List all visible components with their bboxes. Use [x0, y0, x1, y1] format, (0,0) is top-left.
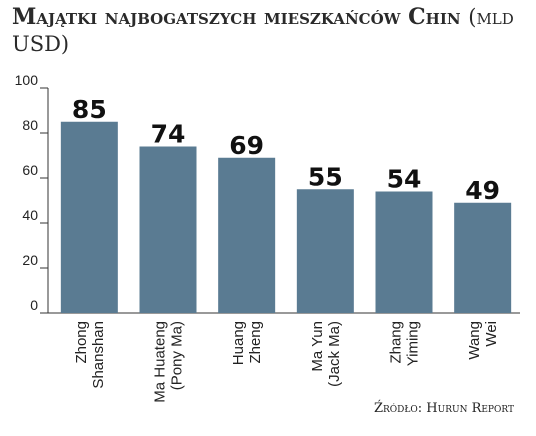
value-label: 49	[465, 176, 500, 205]
category-label: Wang Wei	[466, 321, 500, 360]
category-label-line: Ma Huateng	[152, 321, 169, 403]
category-label: Huang Zheng	[230, 321, 264, 365]
category-label-line: Wei	[483, 321, 500, 347]
category-label-line: (Jack Ma)	[326, 321, 343, 387]
bar	[60, 121, 118, 313]
y-tick-label: 80	[22, 117, 38, 133]
y-tick-label: 20	[22, 252, 38, 268]
bar	[454, 202, 512, 313]
category-label-line: Wang	[466, 321, 483, 360]
category-label-line: Zhong	[73, 321, 90, 364]
category-label: Zhang Yiming	[388, 321, 422, 366]
y-tick-label: 100	[15, 72, 39, 88]
category-label-line: (Pony Ma)	[169, 321, 186, 390]
category-label-line: Huang	[230, 321, 247, 365]
category-label-line: Shanshan	[90, 321, 107, 389]
category-label-line: Ma Yun	[309, 321, 326, 372]
category-label: Zhong Shanshan	[73, 321, 107, 389]
bar	[296, 189, 354, 313]
bar	[218, 157, 276, 313]
source-note: Źródło: Hurun Report	[373, 401, 514, 416]
category-label-line: Yiming	[405, 321, 422, 366]
value-label: 69	[229, 131, 264, 160]
y-tick-label: 0	[30, 297, 38, 313]
y-tick-label: 60	[22, 162, 38, 178]
chart-title: Majątki najbogatszych mieszkańców Chin (…	[12, 4, 527, 58]
value-label: 54	[387, 165, 422, 194]
bar	[139, 146, 197, 313]
category-label: Ma Huateng (Pony Ma)	[152, 321, 186, 403]
category-label-line: Zhang	[388, 321, 405, 364]
value-label: 74	[151, 120, 186, 149]
value-label: 55	[308, 162, 343, 191]
y-tick-label: 40	[22, 207, 38, 223]
chart-title-main: Majątki najbogatszych mieszkańców Chin	[12, 4, 461, 30]
bar	[375, 191, 433, 313]
value-label: 85	[72, 95, 107, 124]
chart-title-unit: (mld USD)	[12, 5, 514, 56]
category-label: Ma Yun (Jack Ma)	[309, 321, 343, 387]
category-label-line: Zheng	[247, 321, 264, 364]
